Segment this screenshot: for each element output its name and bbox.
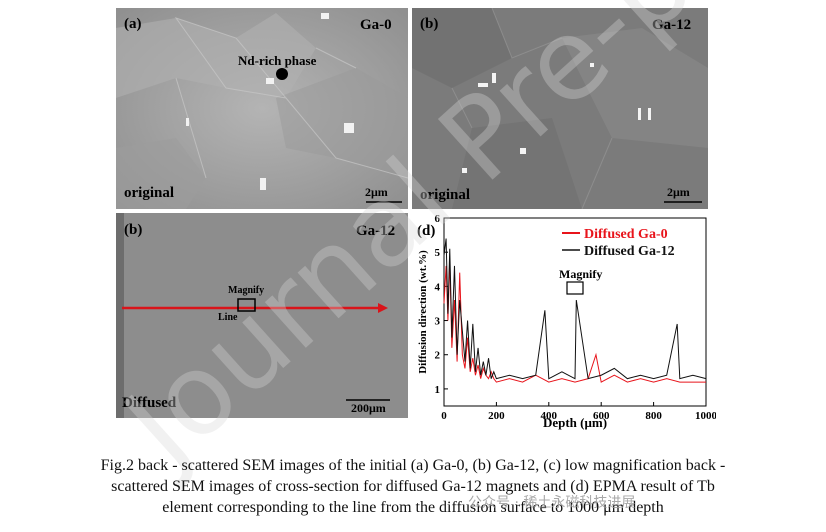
x-axis-label: Depth (μm) bbox=[543, 415, 607, 430]
x-tick-label: 600 bbox=[593, 410, 610, 422]
sem-panel-a: (a) Ga-0 Nd-rich phase original 2μm bbox=[116, 8, 408, 209]
caption-line-1: Fig.2 back - scattered SEM images of the… bbox=[100, 457, 726, 474]
condition-label-b: original bbox=[420, 187, 471, 203]
panel-label-c: (b) bbox=[124, 222, 143, 238]
magnify-label-c: Magnify bbox=[228, 285, 265, 296]
scale-label-c: 200μm bbox=[351, 401, 386, 415]
sem-image-c bbox=[116, 213, 408, 418]
x-tick-label: 0 bbox=[441, 410, 447, 422]
x-tick-label: 800 bbox=[645, 410, 662, 422]
y-tick-label: 6 bbox=[435, 213, 441, 225]
epma-chart: 0 200 400 600 800 1000 1 2 3 4 5 6 Magnify (d) Diff… bbox=[417, 213, 716, 430]
sem-image-a bbox=[116, 8, 408, 209]
sem-image-b bbox=[412, 8, 708, 209]
y-axis-label: Diffusion direction (wt.%) bbox=[417, 250, 429, 374]
caption-line-3: element corresponding to the line from t… bbox=[162, 499, 664, 516]
caption-line-2: scattered SEM images of cross-section fo… bbox=[111, 478, 715, 495]
line-label-c: Line bbox=[218, 312, 238, 323]
x-tick-label: 1000 bbox=[695, 410, 716, 422]
sem-panel-c: (b) Ga-12 Magnify Line Diffused 200μm bbox=[116, 213, 408, 418]
nd-rich-phase-label: Nd-rich phase bbox=[238, 53, 317, 68]
magnify-box-d bbox=[566, 281, 584, 295]
y-tick-label: 2 bbox=[435, 350, 441, 362]
figure-caption: Fig.2 back - scattered SEM images of the… bbox=[0, 455, 826, 518]
sample-label-c: Ga-12 bbox=[356, 223, 396, 239]
wechat-brand-watermark: 公众号 · 稀土永磁科技进展 bbox=[468, 495, 636, 511]
panel-label-b: (b) bbox=[420, 16, 439, 32]
panel-label-a: (a) bbox=[124, 16, 142, 32]
y-tick-label: 1 bbox=[435, 384, 441, 396]
nd-rich-phase-marker bbox=[276, 68, 288, 80]
magnify-box-c bbox=[237, 298, 256, 312]
x-tick-label: 400 bbox=[541, 410, 558, 422]
condition-label-a: original bbox=[124, 185, 175, 201]
legend-label-ga12: Diffused Ga-12 bbox=[584, 244, 675, 259]
y-tick-label: 3 bbox=[435, 316, 441, 328]
scale-label-b: 2μm bbox=[667, 185, 690, 199]
panel-label-d: (d) bbox=[417, 223, 435, 239]
x-tick-label: 200 bbox=[488, 410, 505, 422]
y-tick-label: 5 bbox=[435, 247, 441, 259]
legend-label-ga0: Diffused Ga-0 bbox=[584, 227, 668, 242]
sem-panel-b: (b) Ga-12 original 2μm bbox=[412, 8, 708, 209]
y-tick-label: 4 bbox=[435, 281, 441, 293]
sample-label-a: Ga-0 bbox=[360, 17, 392, 33]
magnify-label-d: Magnify bbox=[559, 267, 602, 281]
condition-label-c: Diffused bbox=[122, 395, 177, 411]
arrow-head-icon bbox=[378, 303, 388, 313]
series-line-ga12 bbox=[443, 238, 707, 380]
sample-label-b: Ga-12 bbox=[652, 17, 692, 33]
epma-chart-panel: 0 200 400 600 800 1000 1 2 3 4 5 6 Magnify (d) Diff… bbox=[412, 213, 716, 433]
scale-label-a: 2μm bbox=[365, 185, 388, 199]
